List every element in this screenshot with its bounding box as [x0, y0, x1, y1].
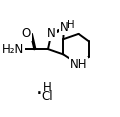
Text: N: N	[47, 27, 56, 40]
Text: N: N	[60, 21, 68, 34]
Text: H: H	[43, 81, 52, 94]
Text: NH: NH	[70, 58, 87, 71]
Text: H₂N: H₂N	[1, 43, 24, 56]
Text: H: H	[67, 20, 75, 30]
Text: O: O	[22, 27, 31, 40]
Text: ·: ·	[35, 84, 42, 104]
Text: Cl: Cl	[41, 90, 53, 103]
